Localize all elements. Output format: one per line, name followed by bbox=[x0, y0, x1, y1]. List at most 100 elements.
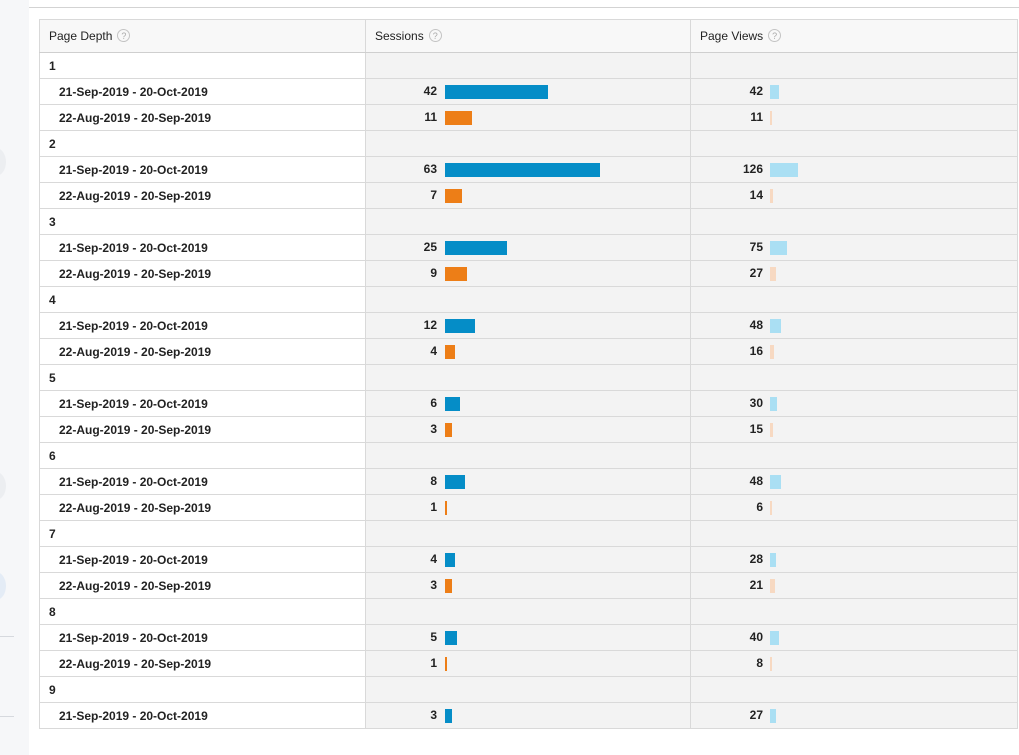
date-range-label: 22-Aug-2019 - 20-Sep-2019 bbox=[39, 572, 366, 599]
sessions-cell: 4 bbox=[365, 546, 691, 573]
date-range-label: 22-Aug-2019 - 20-Sep-2019 bbox=[39, 104, 366, 131]
date-range-label: 21-Sep-2019 - 20-Oct-2019 bbox=[39, 78, 366, 105]
page-depth-value[interactable]: 9 bbox=[39, 676, 366, 703]
page-views-value: 27 bbox=[749, 266, 763, 280]
page-views-value: 75 bbox=[749, 240, 763, 254]
date-range-label: 21-Sep-2019 - 20-Oct-2019 bbox=[39, 156, 366, 183]
sessions-value: 5 bbox=[430, 630, 437, 644]
table-row: 21-Sep-2019 - 20-Oct-2019 42 42 bbox=[39, 78, 1018, 105]
sessions-value: 3 bbox=[430, 578, 437, 592]
sessions-bar bbox=[445, 657, 447, 671]
page-views-cell: 6 bbox=[690, 494, 1018, 521]
page-views-cell: 16 bbox=[690, 338, 1018, 365]
table-group-row: 6 bbox=[39, 442, 1018, 469]
date-range-label: 22-Aug-2019 - 20-Sep-2019 bbox=[39, 650, 366, 677]
page-views-value: 48 bbox=[749, 318, 763, 332]
page-views-cell-empty bbox=[690, 208, 1018, 235]
sessions-bar bbox=[445, 319, 475, 333]
date-range-label: 21-Sep-2019 - 20-Oct-2019 bbox=[39, 624, 366, 651]
date-range-label: 21-Sep-2019 - 20-Oct-2019 bbox=[39, 546, 366, 573]
sessions-bar bbox=[445, 397, 460, 411]
page-views-cell-empty bbox=[690, 676, 1018, 703]
help-icon[interactable]: ? bbox=[768, 29, 782, 42]
sessions-cell: 25 bbox=[365, 234, 691, 261]
page-views-cell: 42 bbox=[690, 78, 1018, 105]
date-range-label: 21-Sep-2019 - 20-Oct-2019 bbox=[39, 702, 366, 729]
page-views-cell: 75 bbox=[690, 234, 1018, 261]
sessions-bar bbox=[445, 111, 472, 125]
sessions-cell: 12 bbox=[365, 312, 691, 339]
date-range-label: 22-Aug-2019 - 20-Sep-2019 bbox=[39, 416, 366, 443]
sidebar-divider bbox=[0, 636, 14, 637]
page-views-bar bbox=[770, 501, 772, 515]
table-group-row: 3 bbox=[39, 208, 1018, 235]
page-views-value: 126 bbox=[742, 162, 763, 176]
sidebar-icon[interactable] bbox=[0, 472, 6, 500]
page-views-cell: 48 bbox=[690, 312, 1018, 339]
sessions-cell: 42 bbox=[365, 78, 691, 105]
page-depth-value[interactable]: 5 bbox=[39, 364, 366, 391]
sidebar-icon[interactable] bbox=[0, 148, 6, 176]
table-row: 22-Aug-2019 - 20-Sep-2019 3 15 bbox=[39, 416, 1018, 443]
table-row: 22-Aug-2019 - 20-Sep-2019 3 21 bbox=[39, 572, 1018, 599]
page-views-value: 40 bbox=[749, 630, 763, 644]
page-views-value: 6 bbox=[756, 500, 763, 514]
date-range-label: 22-Aug-2019 - 20-Sep-2019 bbox=[39, 494, 366, 521]
sessions-cell-empty bbox=[365, 676, 691, 703]
sessions-cell-empty bbox=[365, 130, 691, 157]
sessions-bar bbox=[445, 579, 452, 593]
sessions-cell-empty bbox=[365, 52, 691, 79]
sessions-value: 4 bbox=[430, 344, 437, 358]
page-views-bar bbox=[770, 423, 773, 437]
page-views-bar bbox=[770, 85, 779, 99]
help-icon[interactable]: ? bbox=[428, 29, 442, 42]
sessions-cell-empty bbox=[365, 520, 691, 547]
page-views-value: 48 bbox=[749, 474, 763, 488]
sessions-cell-empty bbox=[365, 286, 691, 313]
page-views-cell: 28 bbox=[690, 546, 1018, 573]
help-icon[interactable]: ? bbox=[117, 29, 131, 42]
table-group-row: 2 bbox=[39, 130, 1018, 157]
page-views-cell: 27 bbox=[690, 702, 1018, 729]
sidebar-icon[interactable] bbox=[0, 572, 6, 600]
page-depth-value[interactable]: 6 bbox=[39, 442, 366, 469]
column-header-sessions[interactable]: Sessions? bbox=[365, 19, 691, 53]
page-views-value: 21 bbox=[749, 578, 763, 592]
sessions-cell: 1 bbox=[365, 650, 691, 677]
sessions-cell-empty bbox=[365, 598, 691, 625]
page-depth-value[interactable]: 4 bbox=[39, 286, 366, 313]
table-row: 21-Sep-2019 - 20-Oct-2019 25 75 bbox=[39, 234, 1018, 261]
page-depth-value[interactable]: 7 bbox=[39, 520, 366, 547]
table-group-row: 4 bbox=[39, 286, 1018, 313]
sessions-bar bbox=[445, 501, 447, 515]
table-group-row: 5 bbox=[39, 364, 1018, 391]
page-depth-value[interactable]: 8 bbox=[39, 598, 366, 625]
column-header-page-views[interactable]: Page Views? bbox=[690, 19, 1018, 53]
page-views-cell: 14 bbox=[690, 182, 1018, 209]
column-header-page-depth[interactable]: Page Depth? bbox=[39, 19, 366, 53]
sessions-bar bbox=[445, 423, 452, 437]
page-depth-value[interactable]: 1 bbox=[39, 52, 366, 79]
page-views-value: 27 bbox=[749, 708, 763, 722]
sessions-cell: 6 bbox=[365, 390, 691, 417]
sessions-cell: 3 bbox=[365, 702, 691, 729]
page-depth-report-table: Page Depth? Sessions? Page Views? 1 21-Se… bbox=[39, 19, 1018, 729]
sessions-cell: 3 bbox=[365, 416, 691, 443]
page-depth-value[interactable]: 2 bbox=[39, 130, 366, 157]
table-body: 1 21-Sep-2019 - 20-Oct-2019 42 42 22-Aug-201… bbox=[39, 52, 1018, 729]
page-views-cell: 11 bbox=[690, 104, 1018, 131]
page-views-value: 14 bbox=[749, 188, 763, 202]
date-range-label: 21-Sep-2019 - 20-Oct-2019 bbox=[39, 390, 366, 417]
column-header-label: Sessions bbox=[375, 29, 424, 43]
page-depth-value[interactable]: 3 bbox=[39, 208, 366, 235]
sessions-bar bbox=[445, 85, 548, 99]
sessions-bar bbox=[445, 553, 455, 567]
table-row: 21-Sep-2019 - 20-Oct-2019 6 30 bbox=[39, 390, 1018, 417]
page-views-value: 15 bbox=[749, 422, 763, 436]
sessions-cell-empty bbox=[365, 364, 691, 391]
page-views-value: 16 bbox=[749, 344, 763, 358]
page-views-cell: 27 bbox=[690, 260, 1018, 287]
date-range-label: 21-Sep-2019 - 20-Oct-2019 bbox=[39, 468, 366, 495]
sessions-cell: 3 bbox=[365, 572, 691, 599]
left-sidebar-edge bbox=[0, 0, 29, 755]
